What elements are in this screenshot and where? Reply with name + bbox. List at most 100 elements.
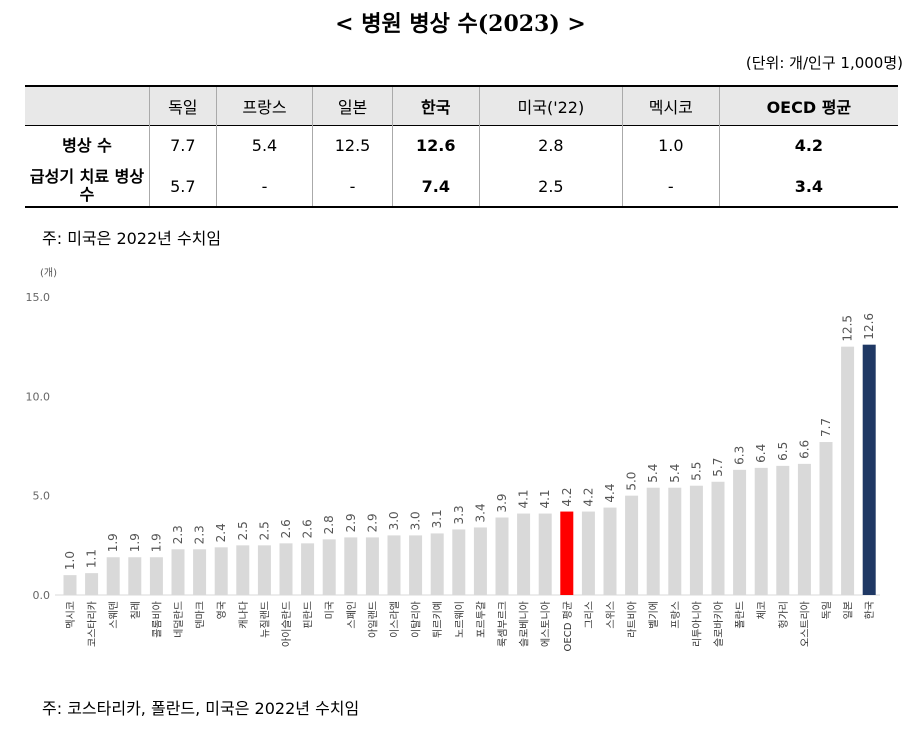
x-tick-label: 핀란드: [303, 601, 315, 629]
data-label: 6.6: [797, 440, 811, 459]
bar: [646, 487, 660, 595]
x-tick-label: 튀르키예: [432, 601, 444, 638]
cell: 7.7: [149, 125, 217, 166]
bar: [279, 543, 293, 595]
table-note: 주: 미국은 2022년 수치임: [42, 229, 222, 248]
x-tick-label: OECD 평균: [562, 601, 574, 651]
cell: 3.4: [718, 166, 898, 207]
x-tick-label: 체코: [756, 601, 768, 619]
x-tick-label: 뉴질랜드: [259, 601, 271, 638]
data-label: 3.1: [430, 509, 444, 528]
data-label: 3.0: [409, 511, 423, 530]
x-tick-label: 프랑스: [670, 601, 682, 629]
data-label: 1.0: [63, 551, 77, 570]
x-tick-label: 영국: [216, 601, 228, 619]
bar: [409, 535, 423, 595]
data-label: 6.5: [776, 442, 790, 461]
x-tick-label: 룩셈부르크: [497, 601, 509, 647]
cell: -: [621, 166, 720, 207]
cell: 5.4: [215, 125, 313, 166]
bar: [193, 549, 207, 595]
x-tick-label: 덴마크: [195, 601, 207, 629]
bar: [63, 575, 77, 595]
cell: 12.6: [391, 125, 480, 166]
bar: [236, 545, 250, 595]
x-tick-label: 폴란드: [735, 601, 747, 629]
table-row: 급성기 치료 병상 수 5.7 - - 7.4 2.5 - 3.4: [25, 166, 898, 207]
data-label: 4.2: [560, 487, 574, 506]
cell: 1.0: [621, 125, 720, 166]
x-tick-label: 이스라엘: [388, 601, 401, 638]
data-label: 5.4: [646, 464, 660, 483]
bar: [257, 545, 271, 595]
header-cell: 일본: [312, 86, 393, 125]
bar: [106, 557, 120, 595]
x-tick-label: 슬로베니아: [519, 601, 531, 647]
data-label: 5.7: [711, 458, 725, 477]
header-cell: 독일: [149, 86, 217, 125]
bar: [560, 511, 574, 595]
data-label: 4.1: [538, 489, 552, 508]
bar: [322, 539, 336, 595]
header-cell: 미국('22): [478, 86, 623, 125]
data-label: 1.1: [85, 549, 99, 568]
cell: 4.2: [718, 125, 898, 166]
bar: [797, 463, 811, 595]
bar: [711, 481, 725, 595]
bar: [301, 543, 315, 595]
x-tick-label: 스위스: [604, 601, 617, 629]
bar: [733, 469, 747, 595]
x-tick-label: 노르웨이: [454, 601, 466, 638]
data-label: 2.9: [365, 513, 379, 532]
data-label: 1.9: [128, 533, 142, 552]
x-tick-label: 독일: [821, 601, 833, 619]
header-cell: 한국: [391, 86, 480, 125]
cell: -: [215, 166, 313, 207]
data-label: 3.0: [387, 511, 401, 530]
data-label: 2.9: [344, 513, 358, 532]
bar: [495, 517, 509, 595]
bar: [452, 529, 466, 595]
bar: [668, 487, 682, 595]
x-tick-label: 에스토니아: [540, 601, 552, 647]
bar: [819, 442, 833, 595]
data-label: 2.6: [279, 519, 293, 538]
data-label: 1.9: [149, 533, 163, 552]
data-label: 4.1: [517, 489, 531, 508]
bar: [841, 346, 855, 595]
cell: 7.4: [391, 166, 480, 207]
data-label: 5.4: [668, 464, 682, 483]
x-tick-label: 포르투갈: [474, 601, 487, 638]
bar: [625, 495, 639, 595]
bar: [344, 537, 358, 595]
x-tick-label: 한국: [864, 601, 876, 619]
data-label: 4.2: [581, 487, 595, 506]
x-tick-label: 슬로바키아: [713, 601, 725, 647]
row-label: 병상 수: [62, 135, 112, 155]
x-tick-label: 아이슬란드: [281, 601, 293, 647]
header-cell: OECD 평균: [718, 86, 898, 125]
header-cell: 프랑스: [215, 86, 313, 125]
y-tick-label: 15.0: [26, 291, 51, 304]
cell: 2.5: [478, 166, 623, 207]
bar: [387, 535, 401, 595]
bed-table: 독일 프랑스 일본 한국 미국('22) 멕시코 OECD 평균 병상 수 7.…: [25, 85, 898, 208]
bar: [365, 537, 379, 595]
bar: [538, 513, 552, 595]
x-tick-label: 라트비아: [627, 601, 639, 638]
data-label: 2.4: [214, 523, 228, 542]
table-header-row: 독일 프랑스 일본 한국 미국('22) 멕시코 OECD 평균: [25, 86, 898, 125]
data-label: 3.4: [473, 503, 487, 522]
data-label: 2.5: [236, 521, 250, 540]
bar: [171, 549, 185, 595]
cell: 12.5: [312, 125, 393, 166]
bar: [776, 465, 790, 595]
data-label: 3.3: [452, 505, 466, 524]
x-tick-label: 스페인: [346, 601, 358, 629]
y-tick-label: 10.0: [26, 390, 51, 403]
table-row: 병상 수 7.7 5.4 12.5 12.6 2.8 1.0 4.2: [25, 125, 898, 166]
x-tick-label: 콜롬비아: [151, 601, 163, 638]
x-tick-label: 미국: [324, 601, 336, 619]
data-label: 2.3: [193, 525, 207, 544]
data-label: 12.5: [841, 315, 855, 342]
